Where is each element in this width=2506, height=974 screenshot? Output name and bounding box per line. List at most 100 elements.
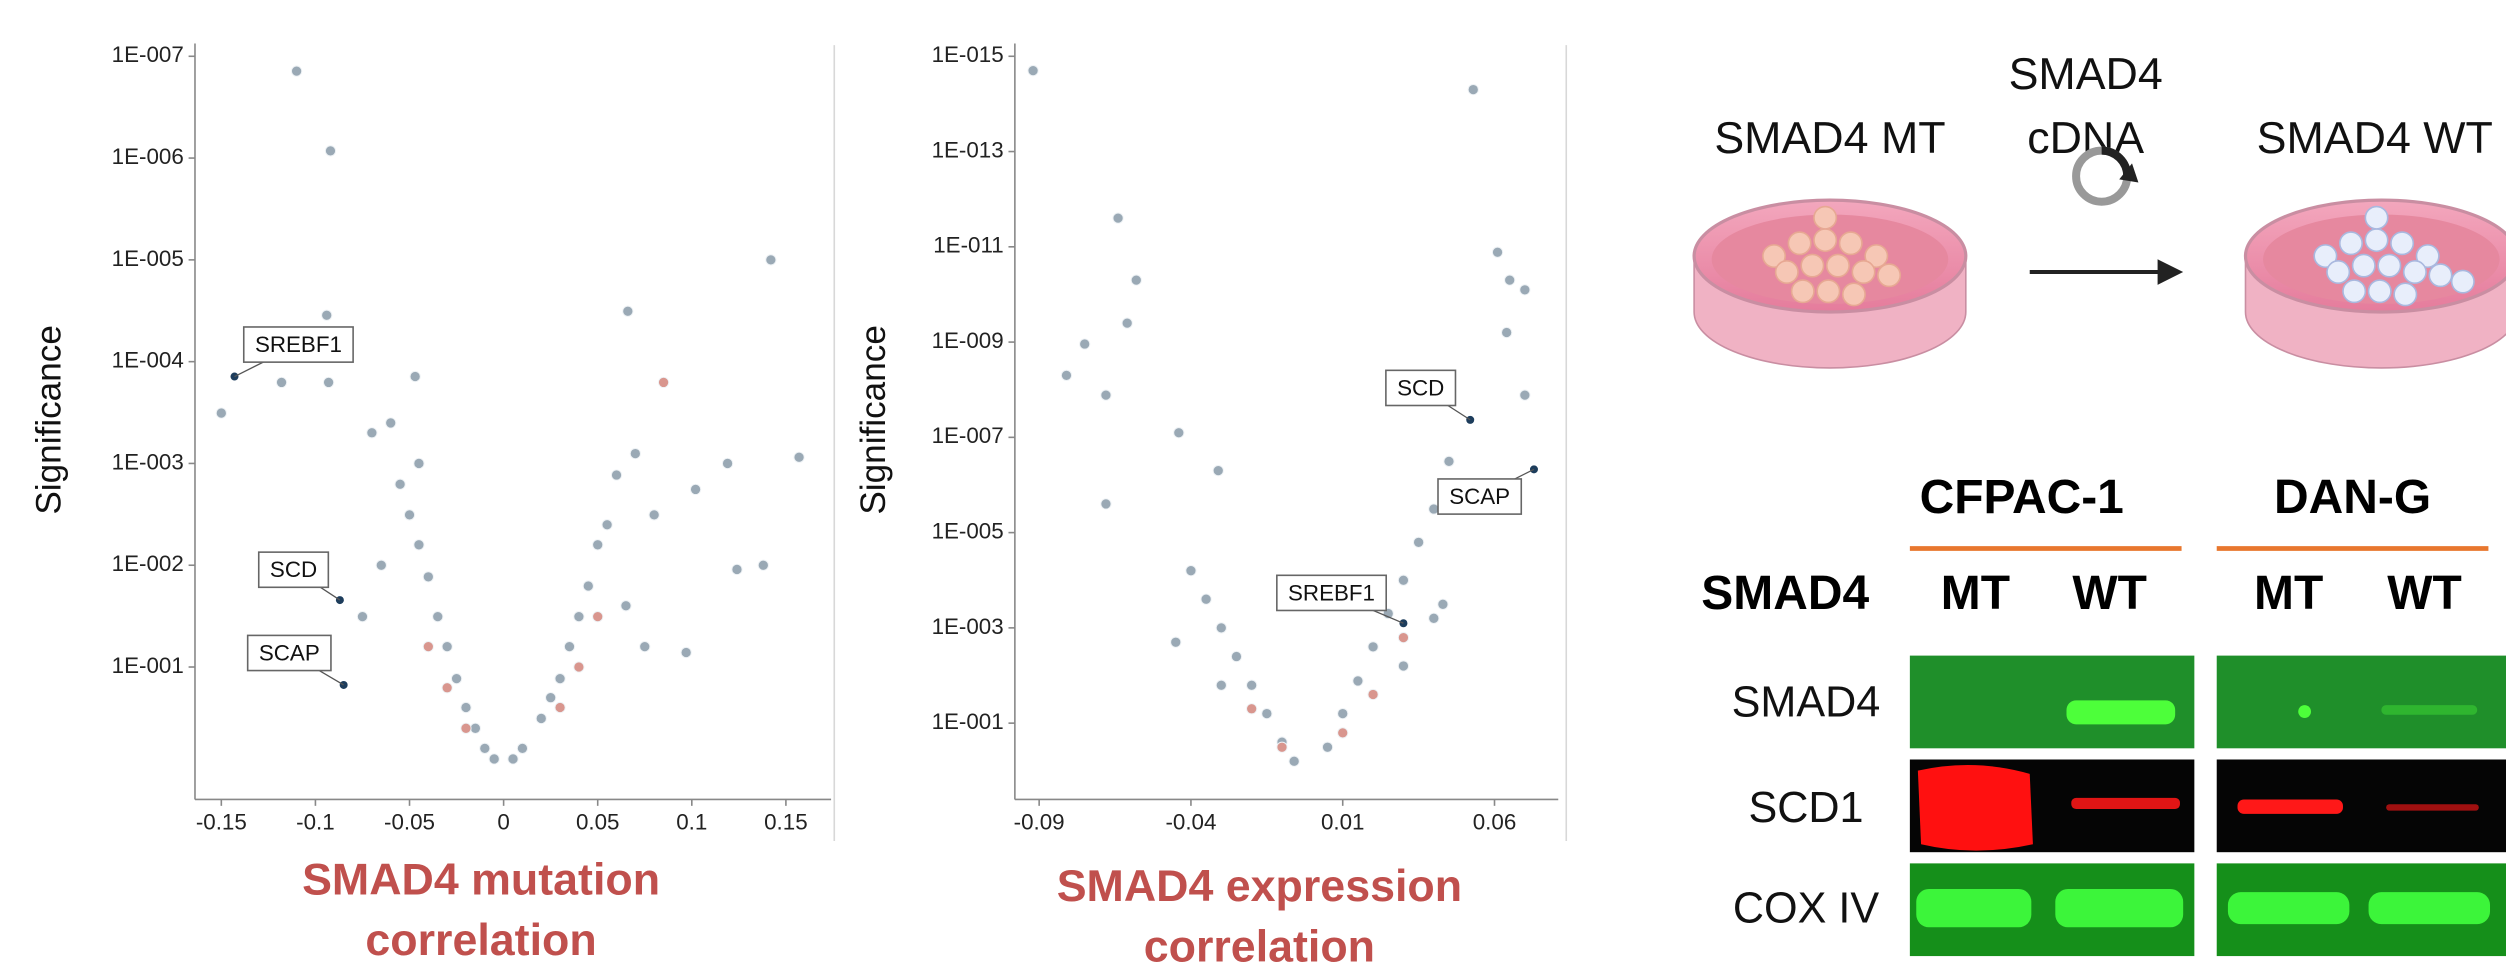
point <box>554 673 566 685</box>
y-tick-label: 1E-005 <box>112 246 184 271</box>
lane-label: WT <box>2387 567 2462 620</box>
point <box>1100 389 1112 401</box>
lane-label: MT <box>2254 567 2323 620</box>
point <box>620 600 632 612</box>
point <box>413 539 425 551</box>
point <box>1397 632 1410 644</box>
point <box>441 641 453 653</box>
point <box>291 65 303 77</box>
point <box>601 519 613 531</box>
x-tick-label: 0.06 <box>1473 809 1517 834</box>
point <box>460 701 472 714</box>
point <box>657 376 670 389</box>
point <box>1413 536 1425 548</box>
point <box>1246 679 1258 691</box>
western-blot: CFPAC-1 DAN-G SMAD4 MT WT MT WT SMAD4 SC… <box>1701 471 2506 957</box>
point <box>335 596 344 605</box>
point <box>375 559 387 571</box>
point <box>403 509 416 521</box>
y-tick-label: 1E-006 <box>112 144 184 169</box>
point <box>321 309 333 321</box>
point <box>324 145 337 157</box>
point <box>1288 755 1300 767</box>
point <box>1027 65 1039 77</box>
x-tick-label: 0.15 <box>764 809 808 834</box>
point <box>592 611 604 623</box>
x-tick-label: -0.04 <box>1165 809 1216 834</box>
point <box>422 571 434 583</box>
point <box>545 692 557 704</box>
y-tick-label: 1E-001 <box>112 653 184 678</box>
point <box>1215 622 1227 634</box>
point <box>1261 707 1273 720</box>
point-label: SCAP <box>1449 484 1510 509</box>
before-label: SMAD4 MT <box>1714 113 1945 163</box>
point <box>1170 636 1182 648</box>
point <box>366 427 378 439</box>
point <box>1130 274 1142 286</box>
label-box <box>1276 574 1387 612</box>
point-label: SCD <box>1397 375 1444 400</box>
blot-panels <box>1909 655 2506 957</box>
y-tick-label: 1E-009 <box>932 328 1004 353</box>
point <box>793 451 805 463</box>
point <box>1060 369 1073 381</box>
point <box>573 611 585 623</box>
x-axis-label: SMAD4 mutation <box>302 854 660 904</box>
protein-label: COX IV <box>1733 885 1879 933</box>
point <box>1173 427 1185 439</box>
point-label: SREBF1 <box>255 332 342 357</box>
volcano-plot: 1E-015 1E-013 1E-011 1E-009 1E-007 1E-005 1E-0… <box>854 42 1559 972</box>
point <box>1337 727 1349 739</box>
label-box <box>1437 478 1523 515</box>
cell-line-label: DAN-G <box>2274 471 2431 524</box>
x-axis-label: correlation <box>1144 922 1375 972</box>
point <box>460 722 472 734</box>
point <box>413 457 425 470</box>
point <box>610 469 623 481</box>
point <box>765 254 777 266</box>
point <box>1200 593 1212 605</box>
point <box>516 742 529 754</box>
point <box>757 559 769 571</box>
point <box>1437 598 1449 610</box>
point <box>323 376 335 389</box>
point <box>1112 212 1124 224</box>
point <box>1443 455 1455 467</box>
point <box>1121 317 1133 329</box>
point-label: SCAP <box>259 640 320 665</box>
point <box>422 641 434 653</box>
plasmid-arrow <box>2029 146 2184 285</box>
point <box>1212 465 1224 477</box>
point <box>488 753 500 765</box>
label-box <box>1385 369 1457 407</box>
point <box>1215 679 1227 691</box>
point <box>629 447 641 460</box>
point <box>1337 707 1349 720</box>
point <box>1491 246 1504 258</box>
point-label: SCD <box>270 557 317 582</box>
point <box>1185 565 1197 577</box>
y-tick-label: 1E-005 <box>932 519 1004 544</box>
point <box>1501 326 1513 339</box>
protein-label: SCD1 <box>1748 784 1863 832</box>
point <box>1079 338 1091 350</box>
point <box>1276 741 1288 753</box>
x-axis-label: SMAD4 expression <box>1057 861 1462 911</box>
y-tick-label: 1E-003 <box>112 449 184 474</box>
point <box>479 742 491 754</box>
point <box>441 682 453 694</box>
point <box>680 646 692 659</box>
x-tick-label: -0.09 <box>1014 809 1065 834</box>
dish-mt <box>1692 198 1968 369</box>
y-tick-label: 1E-003 <box>932 614 1004 639</box>
point <box>1397 660 1410 672</box>
y-tick-label: 1E-013 <box>932 137 1004 162</box>
point <box>450 673 463 685</box>
y-tick-label: 1E-015 <box>932 42 1004 67</box>
point <box>689 483 702 496</box>
x-tick-label: -0.15 <box>196 809 247 834</box>
protein-label: SMAD4 <box>1732 679 1881 727</box>
